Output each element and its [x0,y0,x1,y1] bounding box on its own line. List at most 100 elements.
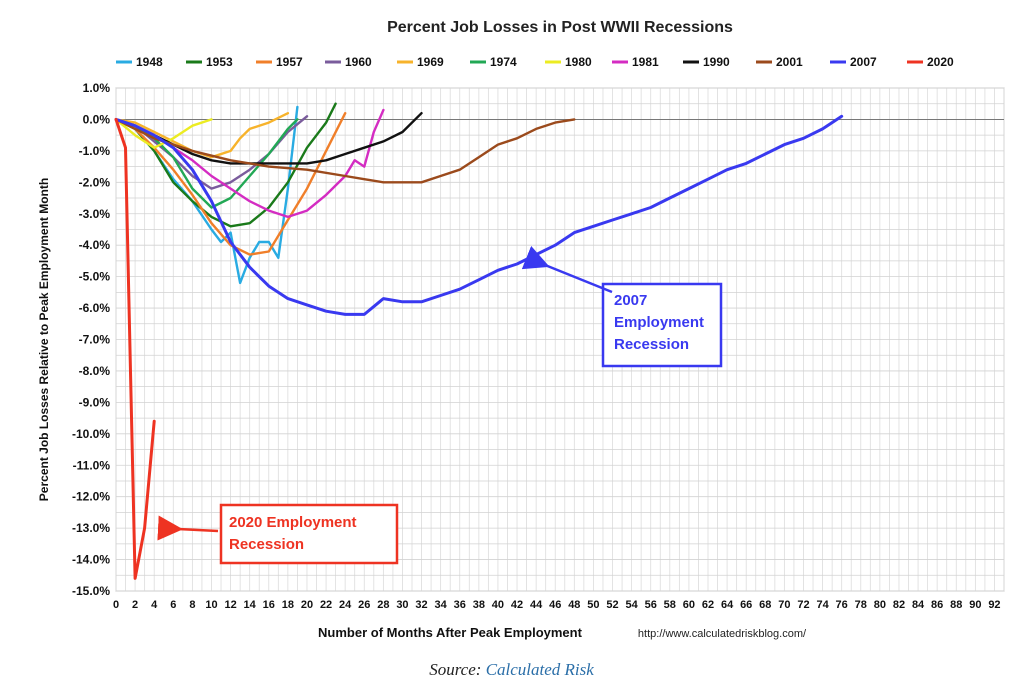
x-tick-label: 70 [778,599,790,611]
x-tick-label: 80 [874,599,886,611]
y-tick-label: -12.0% [72,490,110,504]
annotation-2020-arrow [157,515,219,541]
chart-title: Percent Job Losses in Post WWII Recessio… [387,19,733,36]
legend-label-2001: 2001 [776,55,803,69]
y-tick-label: -7.0% [79,333,111,347]
annotation-2020-text: 2020 Employment [229,514,357,531]
x-tick-label: 0 [113,599,119,611]
x-tick-label: 8 [189,599,195,611]
legend-label-2007: 2007 [850,55,877,69]
x-tick-label: 52 [606,599,618,611]
x-tick-label: 60 [683,599,695,611]
x-tick-label: 68 [759,599,771,611]
y-tick-label: -11.0% [73,458,111,472]
x-tick-label: 84 [912,599,925,611]
x-tick-label: 76 [836,599,848,611]
x-tick-label: 14 [244,599,257,611]
y-tick-label: -3.0% [79,207,111,221]
x-tick-label: 20 [301,599,313,611]
annotation-2007-box [601,282,723,368]
legend-label-1960: 1960 [345,55,372,69]
x-tick-label: 58 [664,599,676,611]
y-tick-label: -2.0% [79,175,111,189]
series-line-2001 [114,118,576,184]
x-tick-label: 34 [435,599,448,611]
x-tick-label: 46 [549,599,561,611]
x-tick-label: 82 [893,599,905,611]
x-tick-label: 38 [473,599,485,611]
y-tick-label: 1.0% [83,81,111,95]
x-tick-label: 26 [358,599,370,611]
legend-label-1974: 1974 [490,55,517,69]
x-tick-label: 56 [645,599,657,611]
legend-label-2020: 2020 [927,55,954,69]
y-tick-label: -14.0% [72,553,110,567]
x-tick-label: 42 [511,599,523,611]
x-tick-label: 4 [151,599,158,611]
legend-label-1990: 1990 [703,55,730,69]
x-tick-label: 28 [377,599,389,611]
source-prefix: Source: [429,660,482,679]
annotation-2020-text: Recession [229,536,304,553]
x-tick-label: 30 [396,599,408,611]
x-tick-label: 40 [492,599,504,611]
source-caption: Source: Calculated Risk [0,660,1023,680]
x-tick-label: 78 [855,599,867,611]
x-tick-label: 90 [969,599,981,611]
x-tick-label: 18 [282,599,294,611]
series-line-2020 [114,117,156,580]
y-tick-label: -13.0% [72,521,110,535]
y-tick-label: -1.0% [79,144,111,158]
legend-label-1957: 1957 [276,55,303,69]
y-axis-label: Percent Job Losses Relative to Peak Empl… [37,178,51,501]
y-axis-ticks: 1.0% 0.0% -1.0% -2.0% -3.0% -4.0% -5.0% -6.0% -7… [72,81,110,598]
series-line-2007 [114,114,844,316]
x-tick-label: 10 [205,599,217,611]
y-tick-label: -4.0% [79,238,111,252]
data-series [114,102,844,580]
annotation-2007-arrow [521,245,613,294]
x-tick-label: 86 [931,599,943,611]
annotation-2007-text: 2007 [614,292,647,309]
y-tick-label: 0.0% [83,112,111,126]
x-tick-label: 66 [740,599,752,611]
x-axis-label: Number of Months After Peak Employment [318,625,583,640]
x-tick-label: 12 [224,599,236,611]
x-tick-label: 54 [625,599,638,611]
legend-label-1980: 1980 [565,55,592,69]
x-tick-label: 74 [816,599,829,611]
y-tick-label: -10.0% [72,427,110,441]
annotations: 2007 Employment Recession 2020 Employment Re… [157,245,723,565]
x-tick-label: 2 [132,599,138,611]
annotation-2007-text: Recession [614,336,689,353]
x-tick-label: 50 [587,599,599,611]
x-tick-label: 72 [797,599,809,611]
x-tick-label: 6 [170,599,176,611]
x-tick-label: 22 [320,599,332,611]
x-tick-label: 24 [339,599,352,611]
annotation-2020-box [219,503,399,565]
x-tick-label: 64 [721,599,734,611]
x-tick-label: 62 [702,599,714,611]
x-tick-label: 92 [988,599,1000,611]
source-link[interactable]: Calculated Risk [485,660,594,679]
y-tick-label: -5.0% [79,270,111,284]
legend-label-1948: 1948 [136,55,163,69]
x-tick-label: 36 [454,599,466,611]
source-url: http://www.calculatedriskblog.com/ [638,628,807,640]
legend-label-1981: 1981 [632,55,659,69]
x-tick-label: 44 [530,599,543,611]
legend-label-1969: 1969 [417,55,444,69]
chart-legend: 1948 1953 1957 1960 1969 1974 1980 1981 1990 2001… [116,55,954,69]
y-tick-label: -9.0% [79,395,111,409]
legend-label-1953: 1953 [206,55,233,69]
y-tick-label: -15.0% [72,584,110,598]
grid-lines [115,87,1005,592]
x-axis-ticks: 0 2 4 6 8 10 12 14 16 18 20 22 24 26 28 30 32 34 36 38 40 42 4… [113,599,1001,611]
y-tick-label: -6.0% [79,301,111,315]
x-tick-label: 88 [950,599,962,611]
y-tick-label: -8.0% [79,364,111,378]
x-tick-label: 32 [415,599,427,611]
x-tick-label: 48 [568,599,580,611]
